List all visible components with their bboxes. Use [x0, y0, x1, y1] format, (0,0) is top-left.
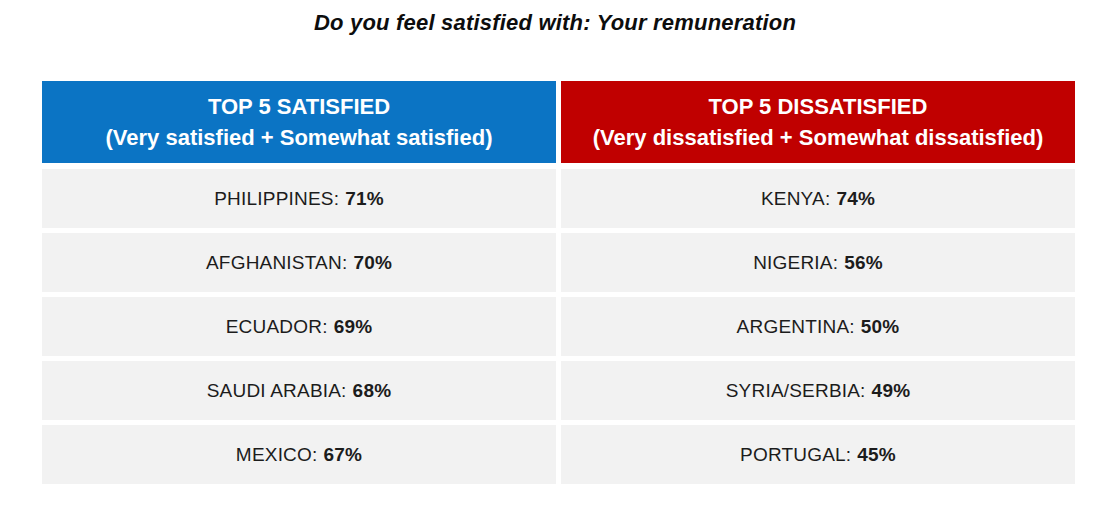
dissatisfied-header: TOP 5 DISSATISFIED (Very dissatisfied + … [561, 81, 1075, 163]
table-row: MEXICO: 67% [42, 425, 556, 484]
dissatisfied-column: TOP 5 DISSATISFIED (Very dissatisfied + … [561, 81, 1075, 484]
table-row: AFGHANISTAN: 70% [42, 233, 556, 292]
row-value: 67% [324, 444, 363, 466]
dissatisfied-header-subtitle: (Very dissatisfied + Somewhat dissatisfi… [593, 122, 1044, 153]
table-row: NIGERIA: 56% [561, 233, 1075, 292]
row-value: 68% [353, 380, 392, 402]
row-value: 69% [334, 316, 373, 338]
table-row: SAUDI ARABIA: 68% [42, 361, 556, 420]
table-row: ARGENTINA: 50% [561, 297, 1075, 356]
satisfied-header: TOP 5 SATISFIED (Very satisfied + Somewh… [42, 81, 556, 163]
satisfied-header-title: TOP 5 SATISFIED [208, 91, 390, 122]
row-value: 70% [353, 252, 392, 274]
top5-comparison-table: TOP 5 SATISFIED (Very satisfied + Somewh… [42, 81, 1075, 484]
row-value: 56% [844, 252, 883, 274]
row-label: SYRIA/SERBIA: [726, 380, 866, 402]
table-row: PHILIPPINES: 71% [42, 169, 556, 228]
row-label: KENYA: [761, 188, 830, 210]
page-title: Do you feel satisfied with: Your remuner… [0, 10, 1110, 36]
row-value: 49% [872, 380, 911, 402]
row-label: SAUDI ARABIA: [207, 380, 347, 402]
table-row: SYRIA/SERBIA: 49% [561, 361, 1075, 420]
row-label: NIGERIA: [753, 252, 838, 274]
row-value: 45% [857, 444, 896, 466]
satisfied-column: TOP 5 SATISFIED (Very satisfied + Somewh… [42, 81, 556, 484]
slide: Do you feel satisfied with: Your remuner… [0, 0, 1110, 513]
table-row: ECUADOR: 69% [42, 297, 556, 356]
satisfied-header-subtitle: (Very satisfied + Somewhat satisfied) [106, 122, 493, 153]
table-row: KENYA: 74% [561, 169, 1075, 228]
row-label: PHILIPPINES: [214, 188, 339, 210]
row-label: ARGENTINA: [737, 316, 855, 338]
dissatisfied-header-title: TOP 5 DISSATISFIED [709, 91, 928, 122]
row-label: ECUADOR: [226, 316, 328, 338]
row-value: 74% [836, 188, 875, 210]
row-label: PORTUGAL: [740, 444, 851, 466]
table-row: PORTUGAL: 45% [561, 425, 1075, 484]
row-label: MEXICO: [236, 444, 318, 466]
row-value: 50% [861, 316, 900, 338]
row-value: 71% [345, 188, 384, 210]
row-label: AFGHANISTAN: [206, 252, 347, 274]
